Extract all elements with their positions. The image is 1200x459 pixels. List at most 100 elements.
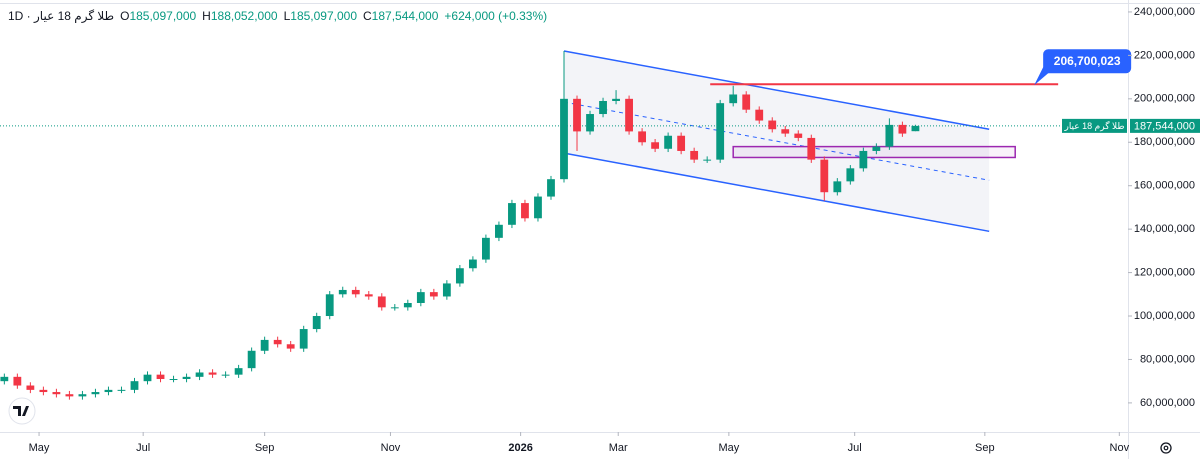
candle-body xyxy=(729,94,738,104)
candle-body xyxy=(625,98,633,132)
candle-body xyxy=(781,129,790,134)
y-tick-label: 120,000,000 xyxy=(1134,266,1195,278)
candle-body xyxy=(390,307,399,309)
candle-body xyxy=(442,283,451,297)
y-tick-label: 140,000,000 xyxy=(1134,223,1195,235)
y-tick-label: 220,000,000 xyxy=(1134,49,1195,61)
x-tick-label: Sep xyxy=(255,442,275,454)
candle-body xyxy=(664,135,673,149)
candle-body xyxy=(299,329,308,349)
candle-body xyxy=(677,135,686,151)
y-tick-label: 240,000,000 xyxy=(1134,6,1195,18)
candle-body xyxy=(651,142,660,149)
y-tick-label: 60,000,000 xyxy=(1140,397,1195,409)
candle-body xyxy=(911,125,920,132)
candle-body xyxy=(755,109,764,121)
channel-lower xyxy=(563,152,990,233)
ohlc-value: 185,097,000 xyxy=(129,9,197,23)
legend-header: طلا گرم 18 عیار · 1D O 185,097,000 H 188,0… xyxy=(8,9,547,23)
candle-body xyxy=(586,114,594,132)
candle-body xyxy=(221,374,230,376)
candle-body xyxy=(273,339,282,345)
candle-body xyxy=(130,381,139,390)
candle-body xyxy=(78,394,87,397)
candle-body xyxy=(13,376,22,386)
last-price-name-tag xyxy=(1062,118,1127,133)
candle-body xyxy=(104,389,113,393)
candle-body xyxy=(560,98,568,180)
candle-body xyxy=(169,379,178,381)
last-price-tag xyxy=(1130,118,1200,133)
candle-body xyxy=(416,292,425,303)
candle-body xyxy=(351,289,360,295)
last-price-label: 187,544,000 xyxy=(1134,120,1195,132)
candle-body xyxy=(573,98,581,132)
candle-body xyxy=(195,372,204,377)
candle-body xyxy=(26,385,35,390)
tv-logo[interactable] xyxy=(8,397,36,425)
x-tick-label: Mar xyxy=(609,442,628,454)
callout-label: 206,700,023 xyxy=(1054,54,1121,68)
candle-body xyxy=(482,237,490,260)
candle-body xyxy=(508,203,516,225)
ohlc-value: 188,052,000 xyxy=(210,9,278,23)
candle-body xyxy=(182,376,191,380)
candle-body xyxy=(547,179,555,197)
candle-body xyxy=(325,294,334,317)
candle-body xyxy=(0,376,9,382)
candle-body xyxy=(65,394,74,397)
candle-body xyxy=(247,350,256,369)
candle-body xyxy=(143,374,152,382)
channel-mid xyxy=(563,101,990,181)
candle-body xyxy=(495,224,503,238)
candle-body xyxy=(208,372,217,375)
candle-body xyxy=(91,392,100,395)
x-tick-label: Sep xyxy=(975,442,995,454)
candle-body xyxy=(521,203,529,219)
candle-body xyxy=(52,392,61,395)
x-tick-label: Nov xyxy=(381,442,401,454)
candle-body xyxy=(872,146,881,151)
candle-body xyxy=(156,374,165,380)
ohlc-label: L xyxy=(283,9,291,23)
candle-body xyxy=(703,159,712,161)
last-price-name: طلا گرم 18 عیار xyxy=(1063,120,1124,131)
candle-body xyxy=(338,289,347,295)
ohlc-value: 187,544,000 xyxy=(371,9,439,23)
ohlc-label: O xyxy=(120,9,130,23)
candle-body xyxy=(833,181,842,193)
candle-body xyxy=(599,100,607,115)
change: +624,000 (+0.33%) xyxy=(444,9,548,23)
callout-box xyxy=(1043,49,1132,74)
x-tick-label: 2026 xyxy=(508,442,532,454)
candle-body xyxy=(39,389,48,393)
ohlc-label: C xyxy=(363,9,372,23)
candle-body xyxy=(286,344,295,349)
candle-body xyxy=(846,168,855,182)
y-tick-label: 160,000,000 xyxy=(1134,180,1195,192)
candle-body xyxy=(377,296,386,308)
ohlc-label: H xyxy=(202,9,211,23)
x-tick-label: Nov xyxy=(1110,442,1130,454)
candle-body xyxy=(534,196,542,219)
candle-body xyxy=(820,159,829,193)
symbol: طلا گرم 18 عیار · 1D xyxy=(8,9,115,23)
y-tick-label: 100,000,000 xyxy=(1134,310,1195,322)
candle-body xyxy=(794,133,803,138)
candle-body xyxy=(885,124,894,147)
candle-body xyxy=(312,316,321,330)
candle-body xyxy=(364,294,373,297)
candle-body xyxy=(716,103,725,160)
plot-area: 206,700,023 xyxy=(0,49,1132,400)
y-tick-label: 200,000,000 xyxy=(1134,93,1195,105)
candle-body xyxy=(612,98,620,101)
x-tick-label: May xyxy=(718,442,739,454)
candle-body xyxy=(117,389,126,391)
candle-body xyxy=(768,120,777,130)
settings-icon[interactable] xyxy=(1160,442,1172,454)
candle-body xyxy=(690,150,699,160)
ohlc-value: 185,097,000 xyxy=(290,9,357,23)
y-tick-label: 80,000,000 xyxy=(1140,353,1195,365)
